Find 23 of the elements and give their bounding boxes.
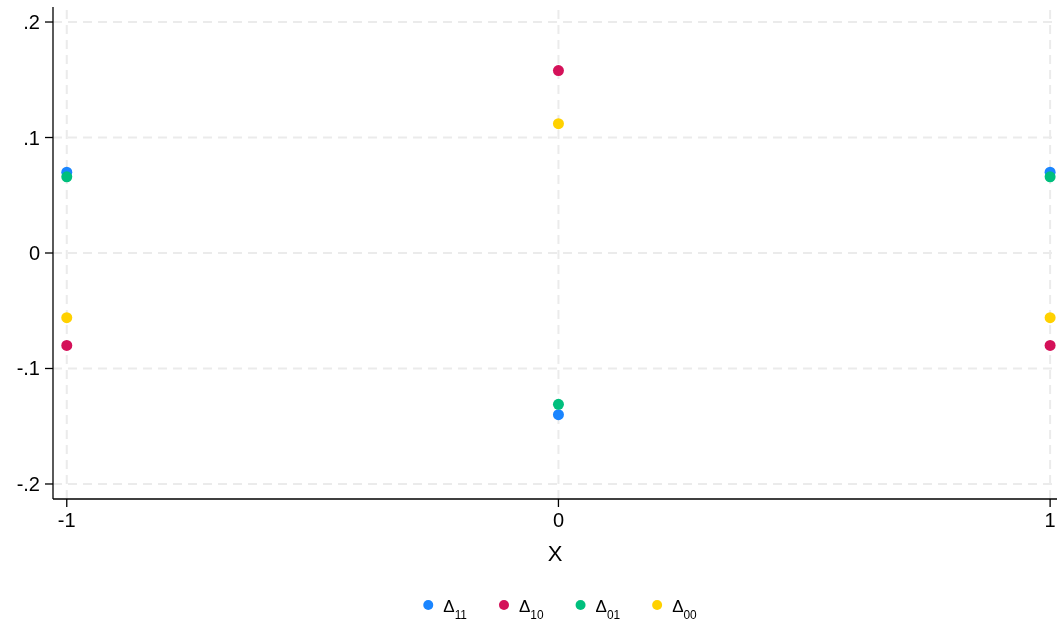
point (61, 339, 73, 351)
legend-label: Δ$_{11}$ (443, 597, 468, 622)
y-tick-label: .2 (23, 11, 40, 34)
x-tick-label: 0 (552, 509, 564, 531)
point (552, 409, 564, 421)
legend-label: Δ$_{00}$ (672, 597, 698, 622)
legend-label: Δ$_{01}$ (595, 597, 621, 622)
point (1044, 312, 1056, 324)
point (552, 398, 564, 410)
y-tick-label: -.1 (16, 357, 40, 380)
point (1044, 339, 1056, 351)
y-tick-label: 0 (28, 242, 40, 264)
y-tick-label: -.2 (16, 472, 40, 495)
x-tick-label: 1 (1044, 509, 1056, 531)
point (1044, 171, 1056, 183)
point (61, 171, 73, 183)
point (552, 65, 564, 77)
point (552, 118, 564, 130)
y-tick-label: .1 (23, 126, 40, 149)
x-axis-title: X (547, 541, 563, 566)
legend-label: Δ$_{10}$ (518, 597, 544, 622)
point (61, 312, 73, 324)
x-tick-label: -1 (57, 509, 76, 531)
